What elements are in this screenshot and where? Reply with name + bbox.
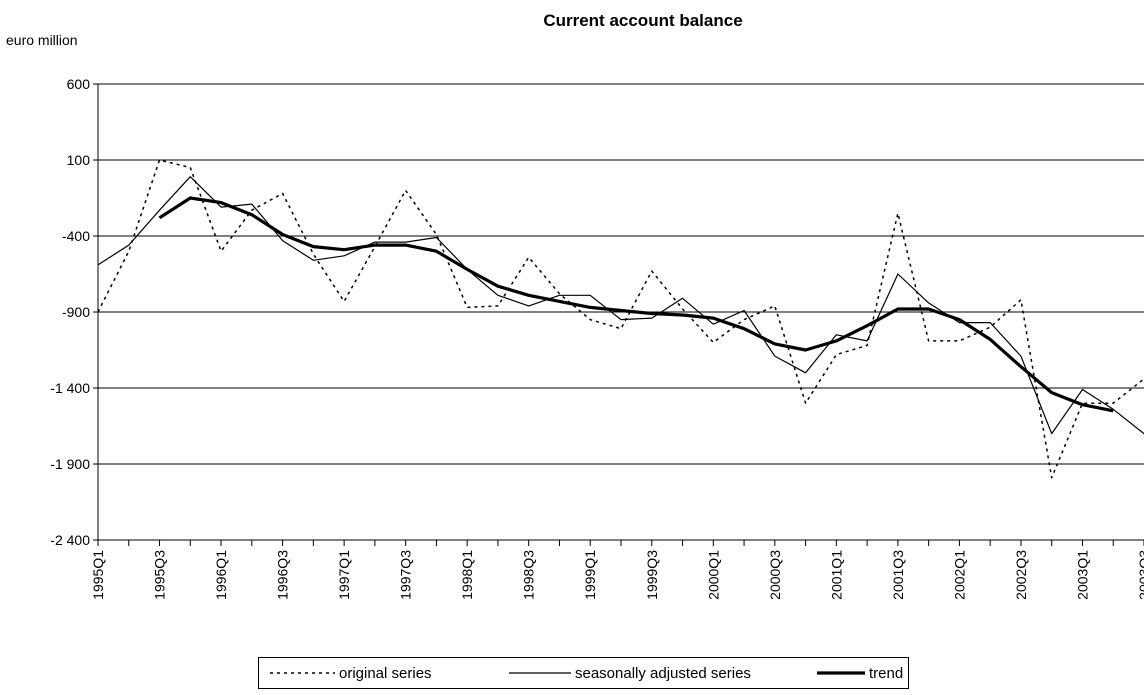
series-lines [97,159,1144,479]
chart-title: Current account balance [543,11,742,30]
x-tick-label: 2003Q3 [1136,550,1144,600]
legend: original series seasonally adjusted seri… [258,657,909,689]
y-tick-label: -1 900 [50,456,90,472]
y-tick-label: -1 400 [50,380,90,396]
y-tick-label: 600 [67,76,91,92]
x-tick-label: 2002Q3 [1013,550,1029,600]
legend-label-seasonally-adjusted: seasonally adjusted series [575,664,751,682]
legend-item-original: original series [269,658,432,688]
y-tick-label: 100 [67,152,91,168]
x-tick-label: 2002Q1 [951,550,967,600]
x-tick-label: 1997Q1 [336,550,352,600]
x-tick-label: 1996Q3 [275,550,291,600]
y-tick-label: -400 [62,228,90,244]
x-tick-label: 1999Q1 [582,550,598,600]
legend-label-trend: trend [869,664,904,682]
legend-swatch-original [270,672,335,674]
legend-swatch-trend [817,671,865,675]
x-axis-ticks: 1995Q1 1995Q3 1996Q1 1996Q3 1997Q1 1997Q3 1998… [90,540,1144,600]
legend-item-trend: trend [817,658,903,688]
y-axis-unit-label: euro million [6,32,78,48]
x-tick-label: 2001Q1 [828,550,844,600]
legend-swatch-seasonally-adjusted [509,672,571,674]
y-tick-label: -900 [62,304,90,320]
series-line-1 [97,176,1144,435]
x-tick-label: 2000Q1 [705,550,721,600]
x-tick-label: 2003Q1 [1074,550,1090,600]
x-tick-label: 1995Q3 [152,550,168,600]
y-axis-ticks: 600 100 -400 -900 -1 400 -1 900 -2 400 [50,76,98,548]
x-tick-label: 1995Q1 [90,550,106,600]
series-line-2 [158,196,1114,413]
x-tick-label: 1998Q3 [521,550,537,600]
legend-label-original: original series [339,664,432,682]
x-tick-label: 1996Q1 [213,550,229,600]
plot-area-frame [97,83,1144,541]
y-tick-label: -2 400 [50,532,90,548]
x-tick-label: 2001Q3 [890,550,906,600]
x-tick-label: 2000Q3 [767,550,783,600]
series-line-0 [97,159,1144,479]
legend-item-seasonally-adjusted: seasonally adjusted series [509,658,751,688]
x-tick-label: 1998Q1 [459,550,475,600]
x-tick-label: 1999Q3 [644,550,660,600]
x-tick-label: 1997Q3 [398,550,414,600]
